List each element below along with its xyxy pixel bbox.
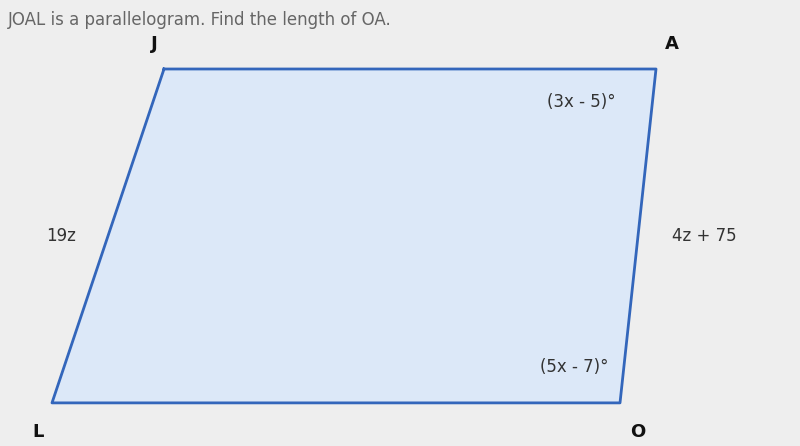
Text: A: A: [665, 35, 679, 54]
Text: 19z: 19z: [46, 227, 76, 245]
Text: O: O: [630, 423, 646, 441]
Text: 4z + 75: 4z + 75: [672, 227, 737, 245]
Text: (5x - 7)°: (5x - 7)°: [539, 358, 608, 376]
Text: (3x - 5)°: (3x - 5)°: [547, 94, 616, 112]
Polygon shape: [52, 69, 656, 403]
Text: J: J: [151, 35, 158, 54]
Text: L: L: [32, 423, 43, 441]
Text: JOAL is a parallelogram. Find the length of OA.: JOAL is a parallelogram. Find the length…: [8, 11, 392, 29]
